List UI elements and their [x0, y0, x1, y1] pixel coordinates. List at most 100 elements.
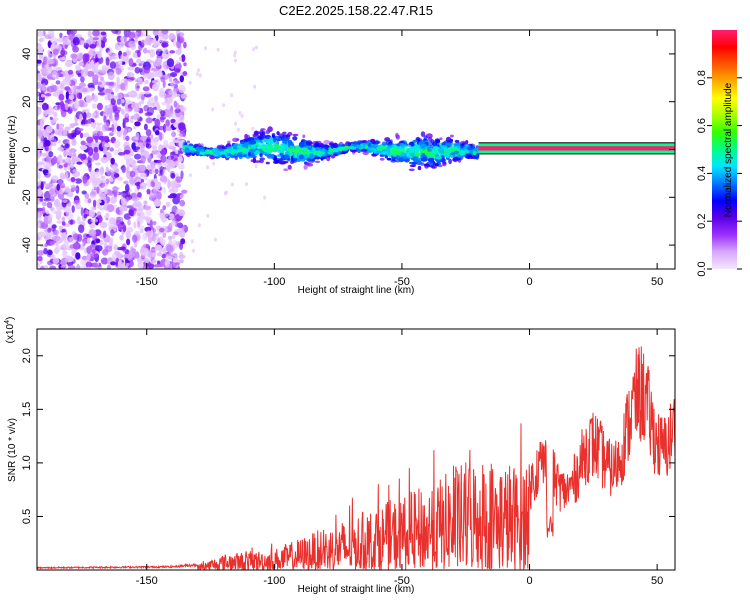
heatmap-cell	[144, 257, 150, 264]
heatmap-cell	[62, 249, 68, 259]
heatmap-cell	[59, 100, 65, 108]
heatmap-cell	[65, 157, 72, 164]
heatmap-cell	[143, 200, 148, 206]
heatmap-cell	[129, 76, 136, 81]
heatmap-cell	[40, 181, 44, 191]
colorbar-gradient	[712, 30, 737, 269]
heatmap-cell	[179, 131, 186, 138]
heatmap-cell	[305, 140, 313, 146]
heatmap-cell	[452, 156, 459, 163]
heatmap-cell	[47, 249, 53, 256]
heatmap-cell	[153, 264, 162, 268]
heatmap-cell	[133, 125, 137, 130]
heatmap-cell	[171, 220, 176, 227]
heatmap-cell	[142, 47, 148, 54]
heatmap-cell	[211, 107, 215, 112]
heatmap-cell	[136, 58, 142, 64]
heatmap-cell	[161, 30, 169, 35]
heatmap-cell	[43, 198, 52, 202]
heatmap-cell	[450, 152, 456, 156]
heatmap-cell	[98, 79, 107, 88]
heatmap-cell	[245, 182, 248, 187]
heatmap-cell	[64, 102, 69, 111]
heatmap-cell	[287, 157, 291, 162]
heatmap-cell	[236, 145, 243, 150]
heatmap-cell	[55, 67, 63, 71]
heatmap-cell	[110, 261, 116, 266]
heatmap-cell	[302, 134, 306, 139]
heatmap-cell	[259, 152, 263, 158]
heatmap-cell	[37, 106, 42, 115]
heatmap-cell	[76, 263, 81, 269]
heatmap-cell	[238, 111, 242, 115]
heatmap-cell	[171, 154, 178, 162]
heatmap-cell	[234, 156, 238, 161]
heatmap-cell	[65, 91, 70, 100]
heatmap-cell	[249, 148, 256, 153]
heatmap-cell	[143, 91, 151, 95]
heatmap-cell	[154, 168, 159, 175]
heatmap-cell	[405, 152, 410, 157]
heatmap-cell	[68, 33, 74, 41]
heatmap-cell	[56, 37, 65, 43]
heatmap-cell	[141, 39, 145, 45]
heatmap-cell	[149, 48, 156, 58]
heatmap-cell	[85, 261, 93, 268]
heatmap-cell	[85, 43, 90, 48]
heatmap-cell	[137, 203, 145, 212]
heatmap-cell	[236, 127, 240, 132]
colorbar-tick-label: 0.8	[696, 70, 708, 85]
heatmap-cell	[62, 78, 67, 83]
heatmap-cell	[168, 222, 173, 232]
heatmap-cell	[168, 256, 176, 260]
heatmap-cell	[39, 197, 44, 202]
heatmap-cell	[128, 58, 134, 66]
heatmap-cell	[116, 125, 122, 132]
heatmap-cell	[214, 237, 217, 242]
heatmap-cell	[154, 58, 162, 67]
heatmap-cell	[42, 202, 47, 207]
heatmap-cell	[103, 122, 110, 130]
heatmap-cell	[37, 150, 41, 160]
heatmap-cell	[165, 201, 171, 208]
heatmap-cell	[420, 143, 427, 148]
heatmap-cell	[122, 52, 127, 57]
heatmap-cell	[82, 53, 89, 62]
heatmap-cell	[109, 132, 114, 137]
heatmap-cell	[226, 142, 231, 147]
heatmap-cell	[149, 219, 153, 228]
heatmap-cell	[37, 59, 42, 64]
heatmap-cell	[86, 70, 95, 77]
heatmap-cell	[121, 108, 125, 115]
heatmap-cell	[89, 44, 97, 49]
heatmap-cell	[216, 47, 220, 52]
heatmap-cell	[417, 165, 422, 171]
heatmap-cell	[37, 129, 44, 137]
heatmap-cell	[100, 257, 109, 265]
heatmap-cell	[74, 178, 83, 184]
heatmap-cell	[103, 115, 107, 123]
heatmap-cell	[410, 141, 415, 147]
heatmap-cell	[179, 199, 186, 207]
heatmap-cell	[94, 262, 99, 269]
heatmap-cell	[452, 145, 458, 150]
heatmap-cell	[43, 247, 48, 255]
heatmap-cell	[386, 157, 392, 161]
heatmap-cell	[174, 108, 181, 114]
heatmap-cell	[55, 102, 62, 106]
heatmap-cell	[159, 249, 164, 253]
colorbar: 0.0 0.2 0.4 0.6 0.8 Normalized spectral ampl…	[696, 30, 742, 277]
heatmap-cell	[59, 225, 64, 230]
heatmap-cell	[133, 200, 138, 205]
heatmap-cell	[109, 217, 116, 225]
heatmap-cell	[174, 80, 180, 84]
heatmap-cell	[166, 58, 175, 68]
heatmap-cell	[125, 230, 131, 239]
heatmap-cell	[172, 39, 178, 47]
heatmap-cell	[143, 66, 151, 74]
heatmap-cell	[82, 159, 88, 164]
heatmap-cell	[132, 210, 141, 217]
heatmap-cell	[146, 188, 151, 195]
heatmap-cell	[95, 200, 102, 204]
heatmap-cell	[453, 150, 459, 154]
